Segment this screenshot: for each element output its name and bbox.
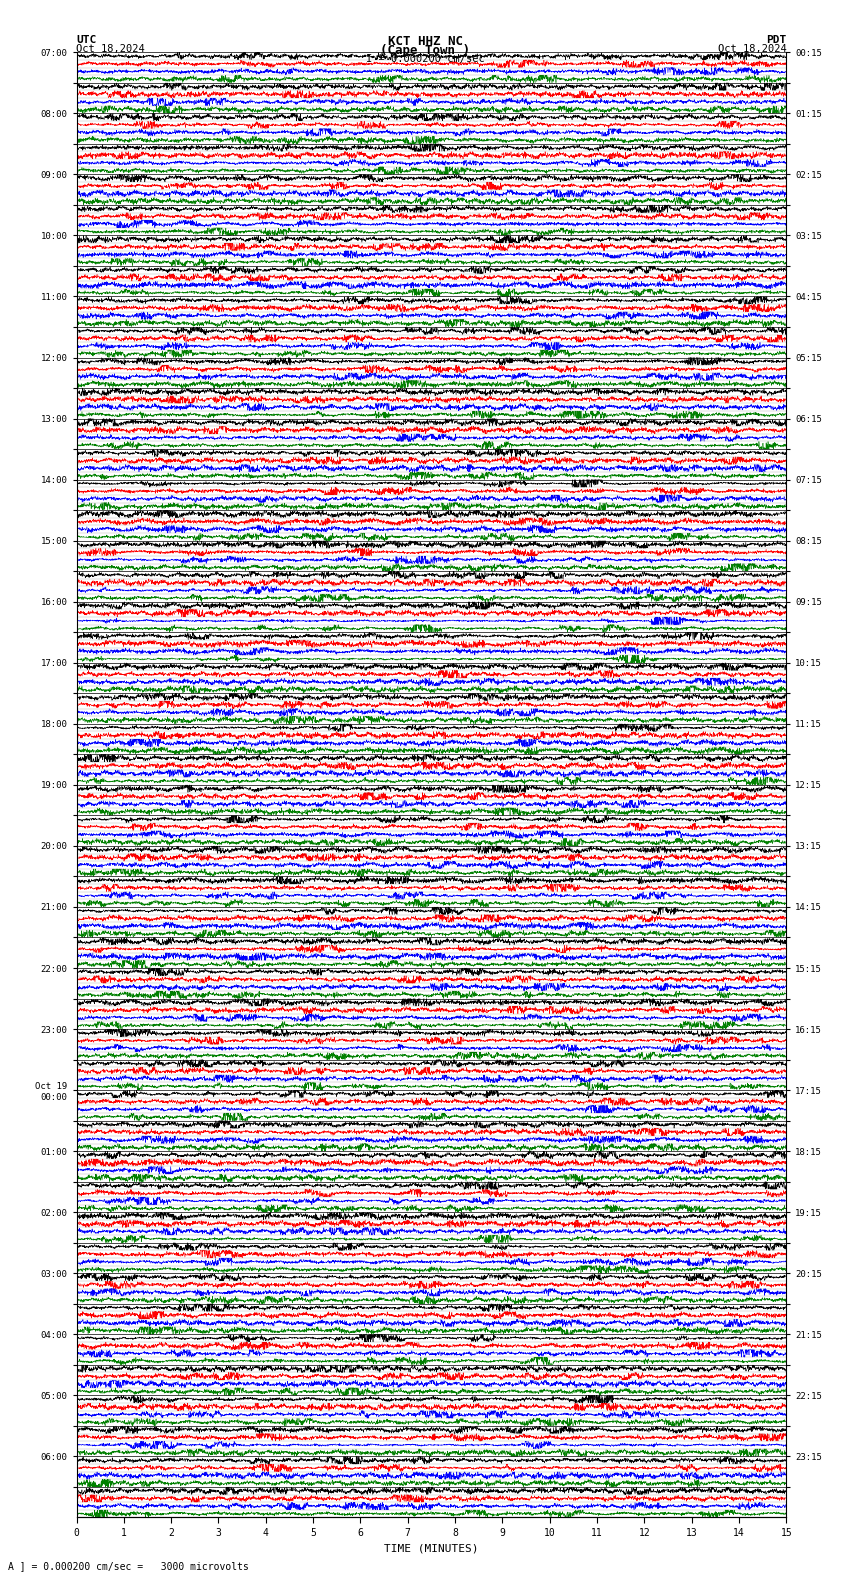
Text: KCT HHZ NC: KCT HHZ NC	[388, 35, 462, 48]
Text: A ] = 0.000200 cm/sec =   3000 microvolts: A ] = 0.000200 cm/sec = 3000 microvolts	[8, 1562, 249, 1571]
Text: Oct 18,2024: Oct 18,2024	[717, 44, 786, 54]
Text: Oct 18,2024: Oct 18,2024	[76, 44, 145, 54]
Text: I = 0.000200 cm/sec: I = 0.000200 cm/sec	[366, 54, 484, 63]
X-axis label: TIME (MINUTES): TIME (MINUTES)	[384, 1543, 479, 1554]
Text: UTC: UTC	[76, 35, 97, 44]
Text: PDT: PDT	[766, 35, 786, 44]
Text: (Cape Town ): (Cape Town )	[380, 44, 470, 57]
